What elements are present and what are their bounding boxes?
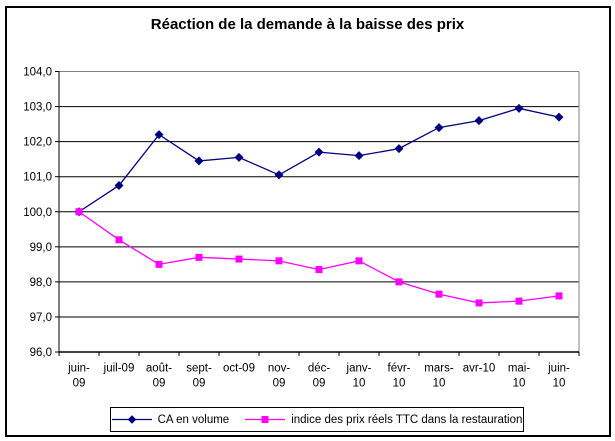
data-point-diamond — [434, 123, 444, 133]
x-tick-label: 10 — [553, 378, 566, 390]
x-tick-label: mai- — [508, 363, 531, 375]
square-marker-icon — [245, 416, 286, 423]
legend-item-indice-prix: indice des prix réels TTC dans la restau… — [245, 414, 522, 426]
data-point-square — [475, 299, 483, 307]
data-point-square — [515, 297, 523, 305]
y-tick-label: 97,0 — [30, 312, 52, 324]
data-point-square — [555, 292, 563, 300]
legend-diamond — [127, 415, 136, 424]
data-point-diamond — [194, 156, 204, 166]
data-point-square — [435, 290, 443, 298]
y-tick-label: 104,0 — [23, 67, 52, 79]
data-point-square — [115, 236, 123, 244]
data-point-diamond — [554, 112, 564, 122]
x-tick-label: août- — [146, 363, 172, 375]
data-point-diamond — [314, 147, 324, 157]
data-point-diamond — [514, 103, 524, 113]
legend: CA en volume indice des prix réels TTC d… — [110, 407, 524, 432]
x-tick-label: juin- — [67, 363, 90, 375]
y-tick-label: 98,0 — [30, 277, 52, 289]
x-tick-label: oct-09 — [223, 363, 255, 375]
x-tick-label: avr-10 — [463, 363, 496, 375]
y-tick-label: 100,0 — [23, 207, 52, 219]
y-tick-label: 96,0 — [30, 347, 52, 359]
x-tick-label: 09 — [153, 378, 166, 390]
data-point-square — [315, 266, 323, 274]
x-tick-label: 09 — [313, 378, 326, 390]
y-tick-label: 102,0 — [23, 137, 52, 149]
legend-item-ca-en-volume: CA en volume — [111, 413, 230, 426]
data-point-diamond — [154, 130, 164, 140]
chart-title: Réaction de la demande à la baisse des p… — [150, 16, 465, 33]
y-tick-label: 101,0 — [23, 172, 52, 184]
data-point-square — [395, 278, 403, 286]
data-point-square — [75, 208, 83, 216]
x-tick-label: 10 — [513, 378, 526, 390]
y-tick-label: 103,0 — [23, 102, 52, 114]
legend-label-prix: indice des prix réels TTC dans la restau… — [291, 413, 523, 426]
x-tick-label: janv- — [346, 363, 372, 375]
data-point-square — [355, 257, 363, 265]
data-point-square — [235, 255, 243, 263]
legend-square — [261, 416, 269, 423]
data-point-square — [155, 260, 163, 268]
x-tick-label: sept- — [186, 363, 212, 375]
series-line-1 — [78, 211, 560, 304]
legend-label-ca: CA en volume — [157, 413, 230, 426]
x-tick-label: 09 — [193, 378, 206, 390]
data-point-diamond — [354, 151, 364, 161]
x-tick-label: juil-09 — [103, 363, 135, 375]
data-point-square — [275, 257, 283, 265]
x-tick-label: 10 — [433, 378, 446, 390]
x-tick-label: 10 — [353, 378, 366, 390]
data-point-diamond — [114, 180, 124, 190]
x-tick-label: juin- — [547, 363, 570, 375]
data-point-diamond — [274, 170, 284, 180]
data-point-square — [195, 253, 203, 261]
x-tick-label: 09 — [73, 378, 86, 390]
data-point-diamond — [394, 144, 404, 154]
chart-plot-area: 96,0 97,0 98,0 99,0 100,0 101,0 102,0 103,0 104,… — [23, 67, 580, 390]
x-tick-label: févr- — [388, 363, 411, 375]
x-tick-label: mars- — [424, 363, 454, 375]
x-tick-label: 10 — [393, 378, 406, 390]
diamond-marker-icon — [111, 415, 152, 424]
x-tick-label: nov- — [268, 363, 291, 375]
x-tick-label: déc- — [308, 363, 331, 375]
series-line-0 — [78, 107, 560, 213]
x-tick-label: 09 — [273, 378, 286, 390]
data-point-diamond — [234, 152, 244, 162]
y-tick-label: 99,0 — [30, 242, 52, 254]
data-point-diamond — [474, 116, 484, 126]
